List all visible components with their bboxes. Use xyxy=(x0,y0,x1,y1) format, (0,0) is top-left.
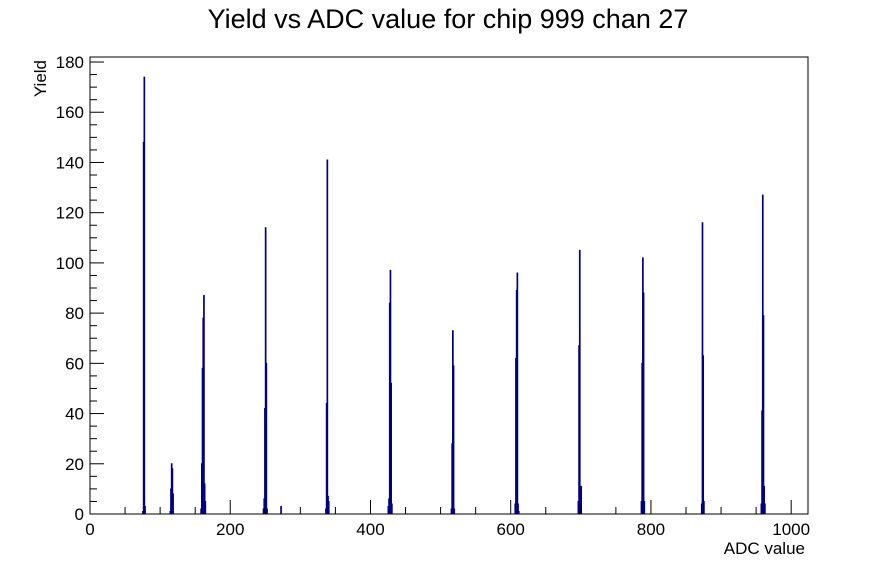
y-tick-label-140: 140 xyxy=(56,153,84,172)
histogram-bin-32 xyxy=(390,382,393,514)
histogram-bin-3 xyxy=(144,505,146,514)
histogram-bin-43 xyxy=(517,503,519,514)
histogram-bin-47 xyxy=(578,249,581,514)
histogram-bin-14 xyxy=(203,483,206,514)
histogram-bin-49 xyxy=(580,485,583,514)
histogram-bin-15 xyxy=(204,500,207,514)
y-tick-label-160: 160 xyxy=(56,103,84,122)
histogram-bin-42 xyxy=(516,272,519,514)
histogram-bin-38 xyxy=(453,508,456,514)
x-tick-label-400: 400 xyxy=(356,520,384,539)
y-axis-title: Yield xyxy=(31,60,50,97)
histogram-bin-57 xyxy=(702,355,705,514)
y-tick-label-20: 20 xyxy=(65,455,84,474)
histogram-bin-21 xyxy=(266,508,268,514)
y-tick-label-40: 40 xyxy=(65,405,84,424)
tick-labels: 0 200 400 600 800 1000 0 20 40 60 80 100 120 140 160 18… xyxy=(56,53,810,539)
x-tick-label-600: 600 xyxy=(497,520,525,539)
plot-frame xyxy=(89,56,809,515)
y-tick-label-0: 0 xyxy=(75,505,84,524)
y-tick-label-180: 180 xyxy=(56,53,84,72)
x-axis-title: ADC value xyxy=(724,539,805,558)
x-tick-label-800: 800 xyxy=(637,520,665,539)
histogram-bin-54 xyxy=(643,500,646,514)
y-tick-label-100: 100 xyxy=(56,254,84,273)
histogram-bin-63 xyxy=(763,485,766,514)
histogram-bars xyxy=(142,76,766,514)
histogram-bin-25 xyxy=(326,159,329,514)
axis-ticks xyxy=(89,61,792,515)
histogram-bin-8 xyxy=(172,493,174,514)
histogram-bin-44 xyxy=(517,510,520,514)
histogram-bin-22 xyxy=(280,505,282,514)
histogram-bin-53 xyxy=(642,292,645,514)
chart-title: Yield vs ADC value for chip 999 chan 27 xyxy=(208,4,689,34)
x-tick-label-0: 0 xyxy=(85,520,94,539)
histogram-bin-20 xyxy=(265,362,268,514)
histogram-bin-64 xyxy=(764,503,766,514)
histogram-bin-7 xyxy=(171,468,174,514)
y-tick-label-60: 60 xyxy=(65,354,84,373)
histogram-bin-62 xyxy=(762,315,765,514)
histogram-bin-58 xyxy=(703,500,705,514)
y-tick-label-80: 80 xyxy=(65,304,84,323)
x-tick-label-1000: 1000 xyxy=(772,520,810,539)
y-tick-label-120: 120 xyxy=(56,204,84,223)
x-tick-label-200: 200 xyxy=(216,520,244,539)
histogram-bin-13 xyxy=(203,295,205,514)
histogram-bin-27 xyxy=(327,500,330,514)
histogram-bin-33 xyxy=(391,503,393,514)
histogram-bin-37 xyxy=(452,365,455,514)
histogram-bin-2 xyxy=(143,76,146,514)
